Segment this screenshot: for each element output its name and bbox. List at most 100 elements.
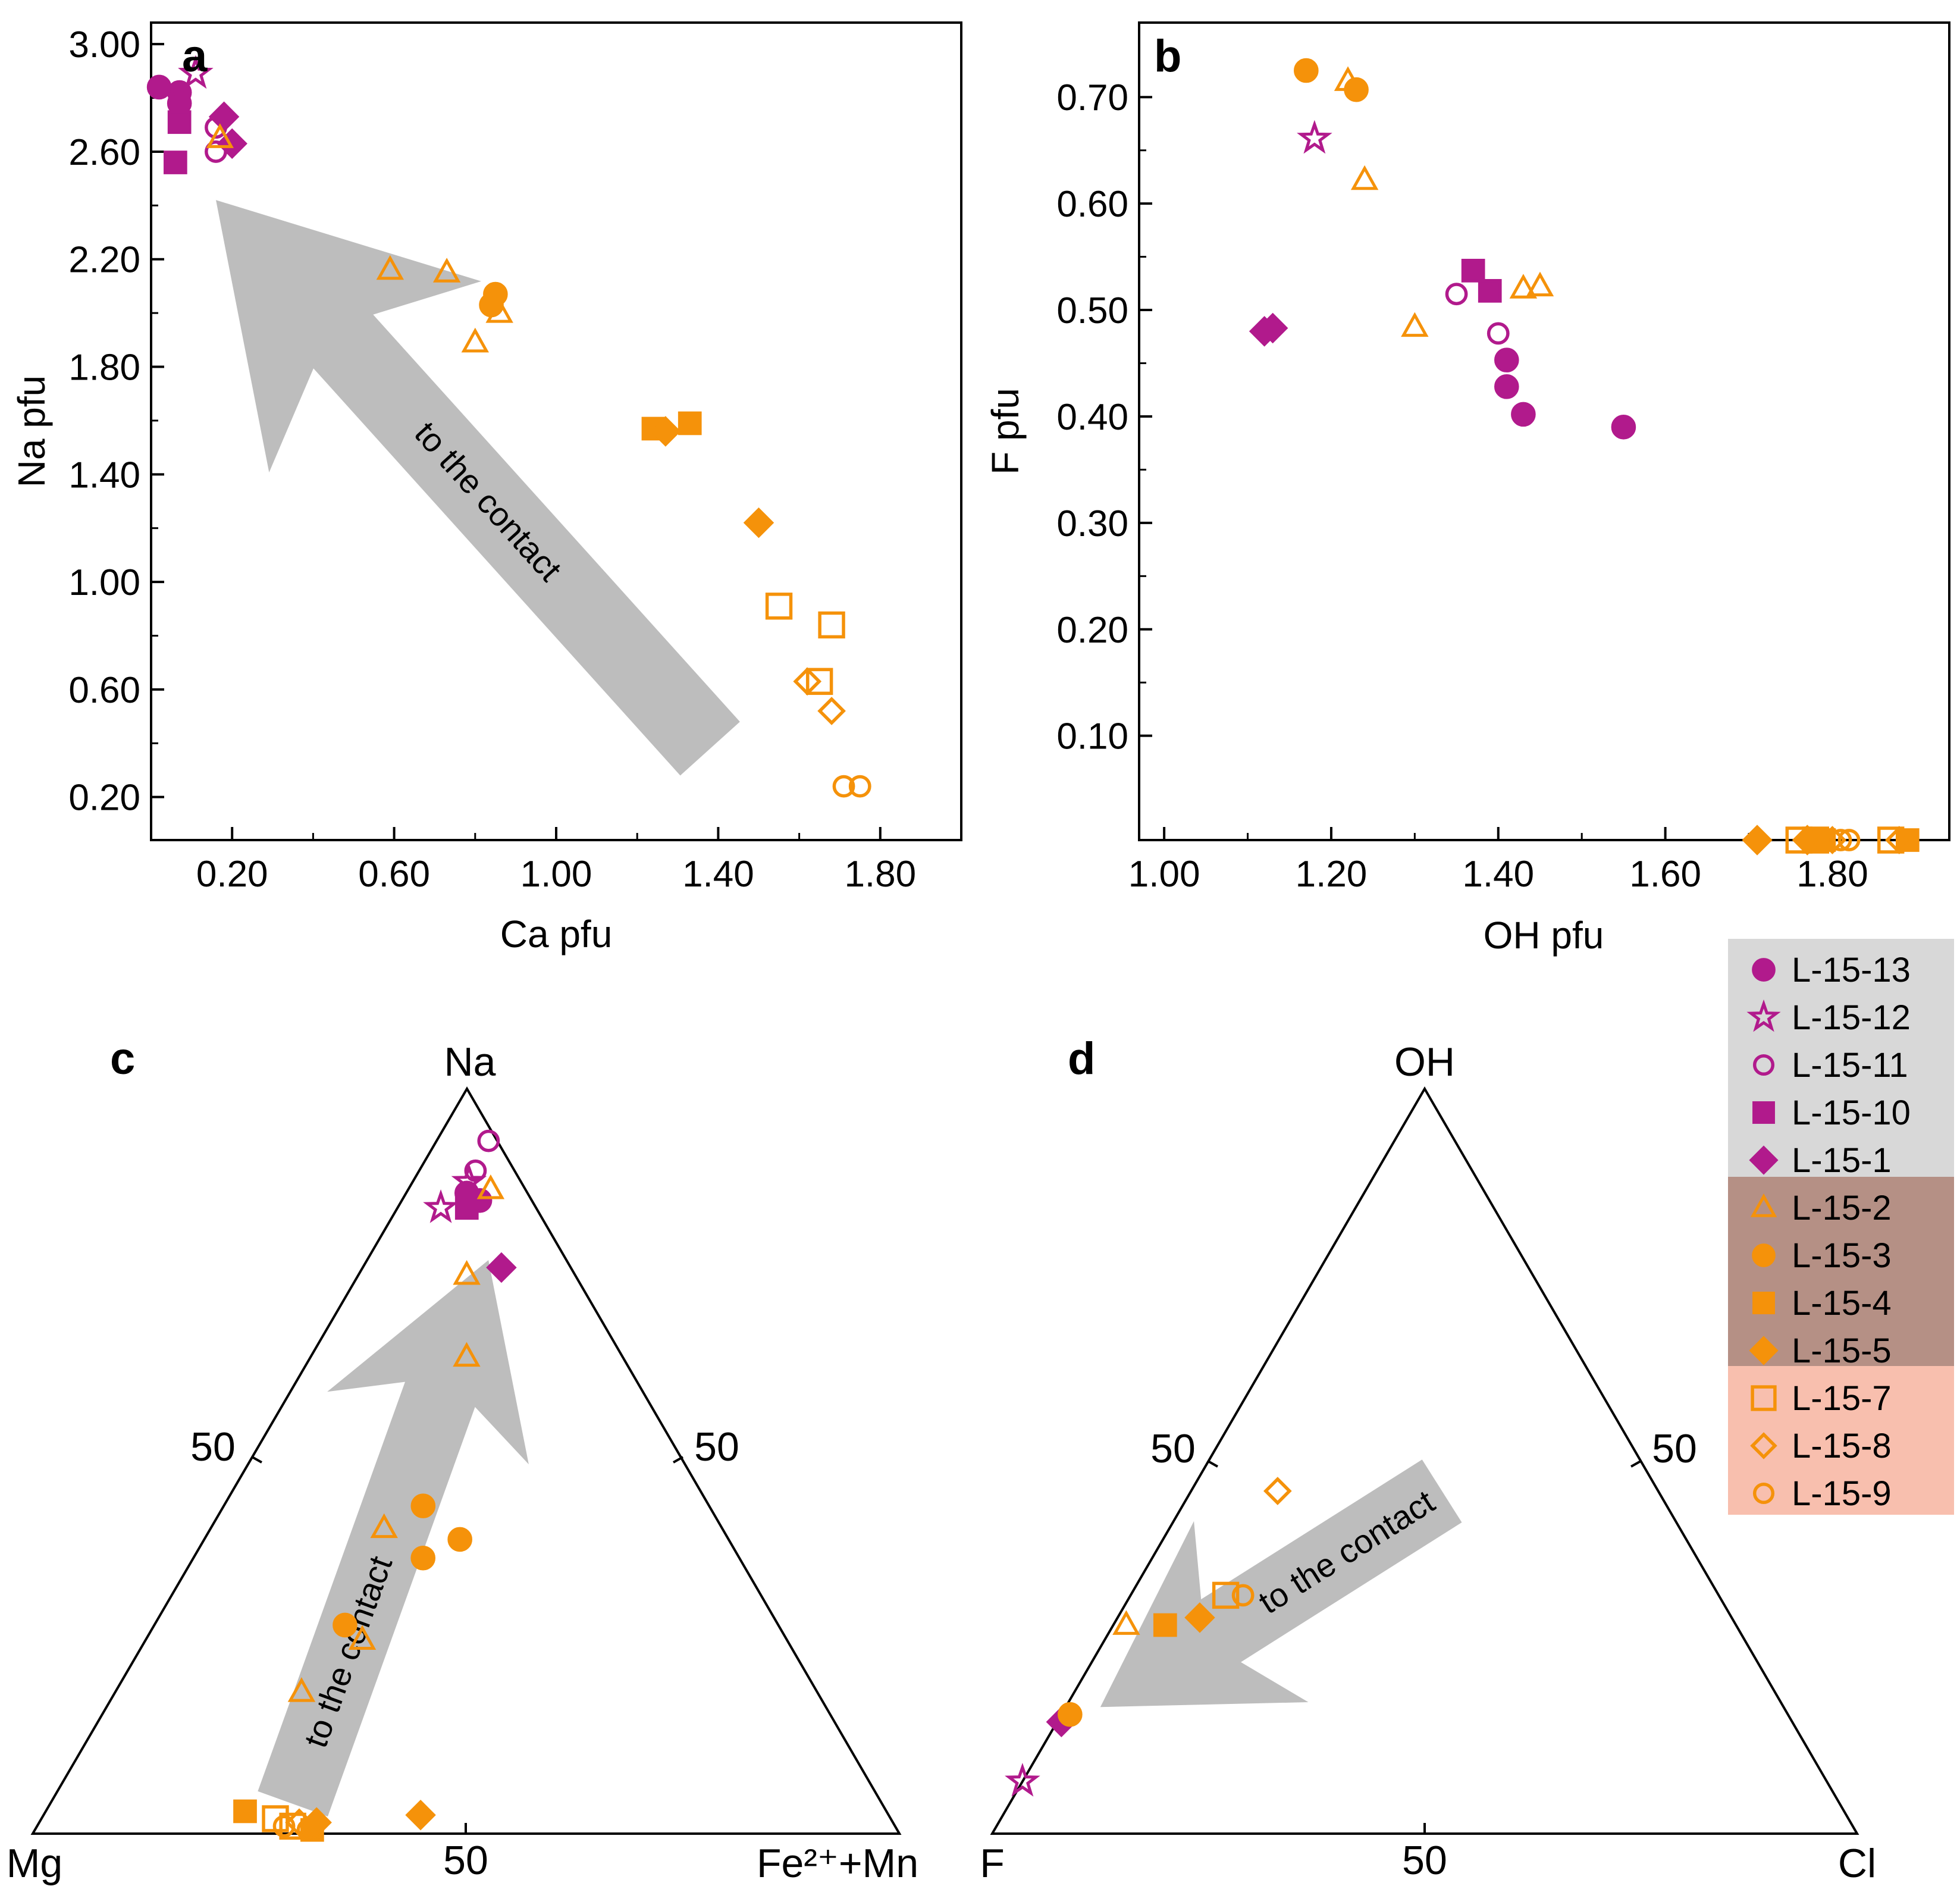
panel-c-points (233, 1129, 517, 1842)
panel-d-point-l-15-4 (1153, 1613, 1177, 1637)
legend-marker-l-15-2 (1750, 1193, 1777, 1217)
panel-a-y-tick-label: 3.00 (68, 24, 140, 65)
panel-c-point-l-15-12 (423, 1189, 459, 1223)
panel-a-y-tick-label: 1.40 (68, 455, 140, 496)
panel-a-point-l-15-5 (743, 507, 774, 538)
panel-a-point-l-15-12 (178, 55, 214, 89)
legend-label-l-15-7: L-15-7 (1792, 1379, 1892, 1418)
panel-c-point-l-15-4 (233, 1799, 257, 1824)
panel-d-letter: d (1068, 1033, 1095, 1084)
panel-a-point-l-15-5 (650, 416, 681, 447)
legend-marker-l-15-7 (1751, 1385, 1777, 1411)
panel-b-y-tick-label: 0.40 (1056, 397, 1128, 438)
panel-c-point-l-15-11 (464, 1159, 487, 1182)
panel-c-point-l-15-3 (333, 1612, 357, 1638)
panel-c-point-l-15-9 (296, 1818, 319, 1841)
panel-b-point-l-15-7 (1785, 826, 1812, 854)
panel-b-point-l-15-3 (1344, 77, 1369, 102)
legend-label-l-15-12: L-15-12 (1792, 998, 1911, 1037)
panel-a-y-label: Na pfu (10, 375, 53, 488)
panel-b-point-l-15-12 (1297, 120, 1332, 154)
panel-d-right-tick (1630, 1460, 1641, 1468)
panel-b-point-l-15-7 (1877, 826, 1905, 854)
panel-d-bottom-50: 50 (1402, 1838, 1447, 1883)
panel-b-point-l-15-8 (1884, 826, 1914, 854)
panel-c-point-l-15-3 (410, 1493, 436, 1518)
panel-b-point-l-15-2 (1401, 312, 1429, 337)
panel-d-point-l-15-8 (1263, 1477, 1292, 1505)
panel-b-y-tick-label: 0.70 (1056, 77, 1128, 118)
panel-d-vertex-f: F (980, 1841, 1005, 1886)
panel-a-point-l-15-4 (678, 411, 702, 436)
panel-a-y-tick-label: 1.00 (68, 562, 140, 603)
panel-d-left-50: 50 (1150, 1426, 1196, 1471)
panel-c-point-l-15-11 (477, 1129, 500, 1152)
panel-c-point-l-15-7 (279, 1812, 306, 1840)
panel-a-point-l-15-13 (146, 74, 172, 100)
panel-a-points (146, 55, 871, 798)
panel-d-points (1005, 1477, 1292, 1797)
panel-c-bottom-50: 50 (443, 1838, 488, 1883)
panel-b-y-tick-label: 0.10 (1056, 716, 1128, 757)
panel-a-point-l-15-1 (208, 101, 240, 132)
legend-marker-l-15-11 (1752, 1054, 1775, 1076)
panel-b-points (1249, 58, 1920, 856)
legend-marker-l-15-12 (1746, 999, 1781, 1032)
panel-a-point-l-15-7 (765, 593, 793, 620)
panel-b-frame (1138, 21, 1950, 841)
panel-c-vertex-mg: Mg (7, 1841, 62, 1886)
legend-band-light (1728, 1366, 1954, 1515)
panel-b-x-tick-label: 1.80 (1796, 854, 1868, 895)
panel-b-y-tick-label: 0.30 (1056, 503, 1128, 544)
panel-a-point-l-15-3 (479, 292, 504, 318)
panel-c-right-tick (673, 1456, 683, 1464)
panel-a-trend-arrow (216, 200, 740, 776)
panel-a-point-l-15-8 (817, 697, 846, 725)
panel-a-x-axis: 0.20 0.60 1.00 1.40 1.80 (196, 827, 916, 895)
panel-b-x-tick-label: 1.40 (1462, 854, 1534, 895)
panel-c-point-l-15-2 (476, 1174, 505, 1199)
panel-d-point-l-15-5 (1184, 1602, 1215, 1633)
panel-c-point-l-15-2 (453, 1260, 481, 1285)
panel-c-point-l-15-1 (486, 1252, 517, 1283)
legend-marker-l-15-8 (1750, 1432, 1777, 1459)
panel-b-point-l-15-13 (1494, 347, 1519, 372)
panel-a-point-l-15-2 (376, 255, 404, 280)
panel-a-y-tick-label: 1.80 (68, 347, 140, 389)
panel-a-point-l-15-2 (432, 258, 461, 283)
panel-c-point-l-15-9 (272, 1815, 296, 1838)
panel-a-letter: a (182, 31, 208, 82)
legend-marker-l-15-10 (1752, 1101, 1775, 1124)
panel-c-right-50: 50 (694, 1424, 739, 1470)
panel-a-point-l-15-10 (164, 151, 187, 174)
panel-a-x-tick-label: 0.20 (196, 854, 268, 895)
panel-b-point-l-15-7 (1802, 826, 1830, 854)
panel-b-point-l-15-2 (1526, 271, 1554, 297)
panel-c-left-tick (252, 1456, 262, 1464)
panel-b-point-l-15-11 (1445, 283, 1468, 306)
panel-b-y-tick-label: 0.60 (1056, 184, 1128, 225)
legend-label-l-15-13: L-15-13 (1792, 951, 1911, 989)
panel-b: 1.00 1.20 1.40 1.60 1.80 0.10 0.20 0.30 0.40 0.5… (984, 21, 1950, 957)
panel-a-point-l-15-9 (848, 775, 871, 798)
panel-c-point-l-15-2 (348, 1625, 377, 1650)
panel-a-x-label: Ca pfu (500, 913, 613, 955)
panel-c: to the contact c Na Mg Fe²⁺+Mn 50 50 50 (7, 1033, 918, 1886)
panel-a-point-l-15-2 (461, 327, 490, 353)
legend-label-l-15-1: L-15-1 (1792, 1141, 1892, 1180)
legend-label-l-15-10: L-15-10 (1792, 1094, 1911, 1132)
panel-d-triangle (990, 1086, 1859, 1835)
legend-marker-l-15-13 (1752, 958, 1776, 982)
panel-c-letter: c (110, 1033, 135, 1084)
panel-d-point-l-15-3 (1058, 1702, 1083, 1727)
panel-b-point-l-15-4 (1895, 828, 1920, 852)
panel-a-point-l-15-7 (818, 611, 845, 639)
panel-b-y-tick-label: 0.50 (1056, 290, 1128, 331)
panel-b-point-l-15-5 (1742, 825, 1773, 856)
legend-marker-l-15-9 (1752, 1482, 1775, 1505)
panel-b-point-l-15-9 (1837, 829, 1861, 851)
legend-marker-l-15-1 (1749, 1145, 1779, 1175)
panel-b-point-l-15-1 (1249, 316, 1280, 347)
legend-label-l-15-11: L-15-11 (1792, 1046, 1908, 1085)
